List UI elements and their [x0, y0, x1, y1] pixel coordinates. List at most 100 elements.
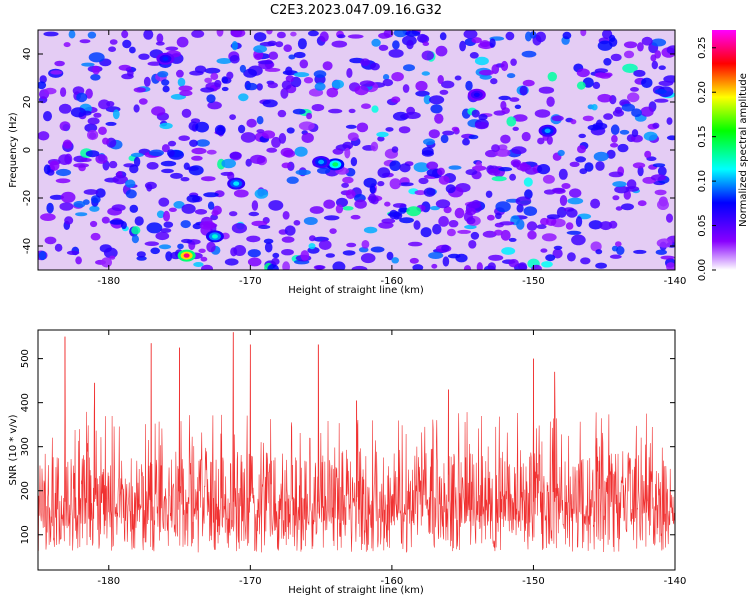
spectrogram-cell — [500, 229, 511, 241]
spectrogram-cell — [623, 50, 635, 59]
spectrogram-cell — [637, 42, 644, 52]
spectrogram-cell — [347, 132, 359, 141]
spectrogram-cell — [216, 30, 224, 37]
spectrogram-cell — [611, 134, 618, 143]
spectrogram-cell — [445, 184, 456, 194]
spectrogram-cell — [282, 211, 290, 220]
spectrogram-cell — [325, 253, 335, 258]
spectrogram-cell — [303, 217, 318, 225]
spectrogram-cell — [351, 265, 368, 270]
spectrogram-cell — [87, 31, 97, 39]
spectrogram-cell — [454, 75, 462, 81]
spectrogram-cell — [200, 87, 215, 93]
spectrogram-cell — [499, 221, 515, 226]
spectrogram-cell — [535, 31, 546, 43]
spectrogram-cell — [311, 104, 325, 112]
spectrogram-cell — [562, 31, 572, 40]
spectrogram-cell — [547, 71, 557, 82]
spectrogram-cell — [292, 108, 306, 115]
spectrogram-cell — [612, 109, 625, 117]
spectrogram-cell — [487, 168, 501, 176]
spectrogram-cell — [130, 152, 144, 158]
spectrogram-cell — [183, 162, 190, 170]
spectrogram-cell — [437, 167, 445, 176]
spectrogram-cell — [384, 201, 391, 207]
spectrogram-cell — [612, 195, 620, 201]
spectrogram-cell — [106, 101, 115, 107]
spectrogram-cell — [423, 138, 435, 146]
snr-frame — [37, 329, 676, 571]
spectrogram-cell — [621, 103, 635, 112]
spectrogram-cell — [246, 118, 257, 128]
spectrogram-cell — [594, 68, 609, 74]
spectrogram-cell — [50, 70, 63, 75]
spectrogram-cell — [469, 52, 479, 59]
y-tick-label: 0 — [22, 147, 33, 153]
spectrogram-cell — [38, 81, 47, 90]
spectrogram-cell — [256, 83, 263, 91]
spectrogram-cell — [346, 68, 353, 78]
spectrogram-cell — [38, 250, 47, 261]
spectrogram-cell — [195, 139, 210, 147]
spectrogram-cell — [506, 116, 517, 127]
spectrogram-cell — [413, 220, 421, 230]
spectrogram-peak — [538, 124, 557, 137]
spectrogram-cell — [46, 202, 54, 214]
spectrogram-cell — [566, 230, 582, 235]
spectrogram-cell — [521, 131, 531, 142]
spectrogram-cell — [136, 256, 147, 261]
spectrogram-cell — [588, 220, 603, 230]
spectrogram-cell — [516, 163, 532, 171]
spectrogram-cell — [341, 182, 349, 188]
colorbar-label: Normalized spectral amplitude — [738, 73, 749, 227]
spectrogram-cell — [233, 189, 249, 198]
spectrogram-cell — [468, 240, 477, 249]
spectrogram-cell — [441, 80, 455, 89]
spectrogram-peak — [467, 88, 486, 101]
spectrogram-cell — [369, 185, 376, 194]
spectrogram-cell — [391, 257, 400, 264]
spectrogram-cell — [206, 241, 216, 253]
spectrogram-cell — [131, 226, 141, 235]
spectrogram-cell — [615, 241, 622, 248]
spectrogram-cell — [329, 228, 337, 235]
spectrogram-cell — [457, 229, 471, 234]
spectrogram-cell — [267, 82, 278, 89]
spectrogram-cell — [546, 96, 555, 107]
spectrogram-cell — [474, 121, 489, 130]
spectrogram-cell — [386, 251, 394, 261]
snr-x-label: Height of straight line (km) — [288, 585, 424, 596]
spectrogram-cell — [398, 126, 411, 134]
spectrogram-cell — [591, 104, 598, 111]
spectrogram-cell — [88, 52, 105, 63]
spectrogram-cell — [60, 191, 76, 203]
spectrogram-cell — [474, 56, 489, 66]
spectrogram-cell — [271, 257, 280, 266]
spectrogram-cell — [660, 255, 675, 260]
spectrogram-cell — [571, 234, 586, 246]
spectrogram-cell — [350, 157, 358, 167]
spectrogram-cell — [75, 212, 88, 217]
spectrogram-cell — [580, 30, 587, 37]
spectrogram-cell — [309, 206, 324, 214]
spectrogram-cell — [323, 199, 336, 209]
spectrogram-cell — [356, 122, 369, 133]
spectrogram-cell — [405, 30, 421, 37]
spectrogram-cell — [191, 30, 205, 38]
spectrogram-cell — [392, 203, 407, 208]
spectrogram-cell — [278, 133, 287, 144]
spectrogram-cell — [328, 108, 343, 114]
spectrogram-cell — [283, 44, 293, 52]
spectrogram-cell — [651, 60, 658, 70]
colorbar-gradient — [712, 30, 736, 270]
spectrogram-cell — [158, 197, 170, 207]
spectrogram-cell — [58, 103, 72, 114]
spectrogram-cell — [393, 30, 408, 38]
spectrogram-cell — [538, 86, 555, 94]
spectrogram-cell — [491, 176, 507, 182]
spectrogram-cell — [546, 135, 553, 145]
spectrogram-cell — [70, 107, 86, 118]
spectrogram-peak — [227, 177, 246, 190]
spectrogram-cell — [666, 117, 673, 125]
spectrogram-cell — [388, 49, 404, 58]
